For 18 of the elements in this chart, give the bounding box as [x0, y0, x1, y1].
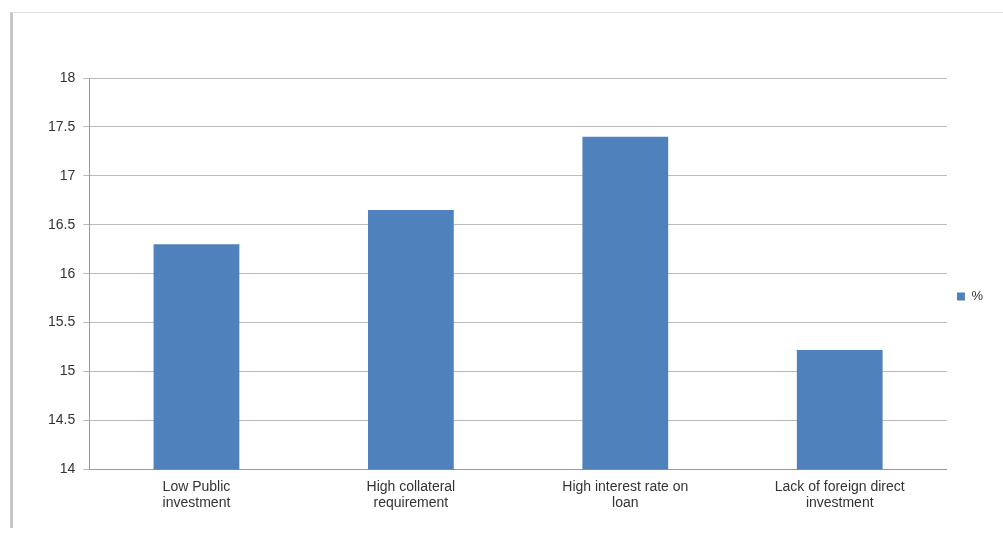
category-label: investment: [805, 494, 874, 511]
category-label: High collateral: [366, 477, 456, 494]
legend-label: %: [971, 288, 984, 304]
y-tick-label: 17: [59, 166, 76, 183]
y-tick-label: 14.5: [48, 411, 76, 428]
y-tick-label: 15.5: [48, 313, 76, 330]
y-tick-label: 16.5: [48, 215, 76, 232]
y-tick-label: 15: [59, 362, 76, 379]
category-label: Lack of foreign direct: [774, 477, 905, 494]
category-label: loan: [612, 494, 639, 511]
y-tick-label: 14: [59, 460, 76, 477]
y-tick-label: 18: [59, 68, 76, 85]
category-label: Low Public: [162, 477, 231, 494]
y-tick-label: 17.5: [48, 117, 76, 134]
category-label: High interest rate on: [562, 477, 689, 494]
category-label: investment: [162, 494, 231, 511]
y-tick-label: 16: [59, 264, 76, 281]
category-label: requirement: [373, 494, 449, 511]
